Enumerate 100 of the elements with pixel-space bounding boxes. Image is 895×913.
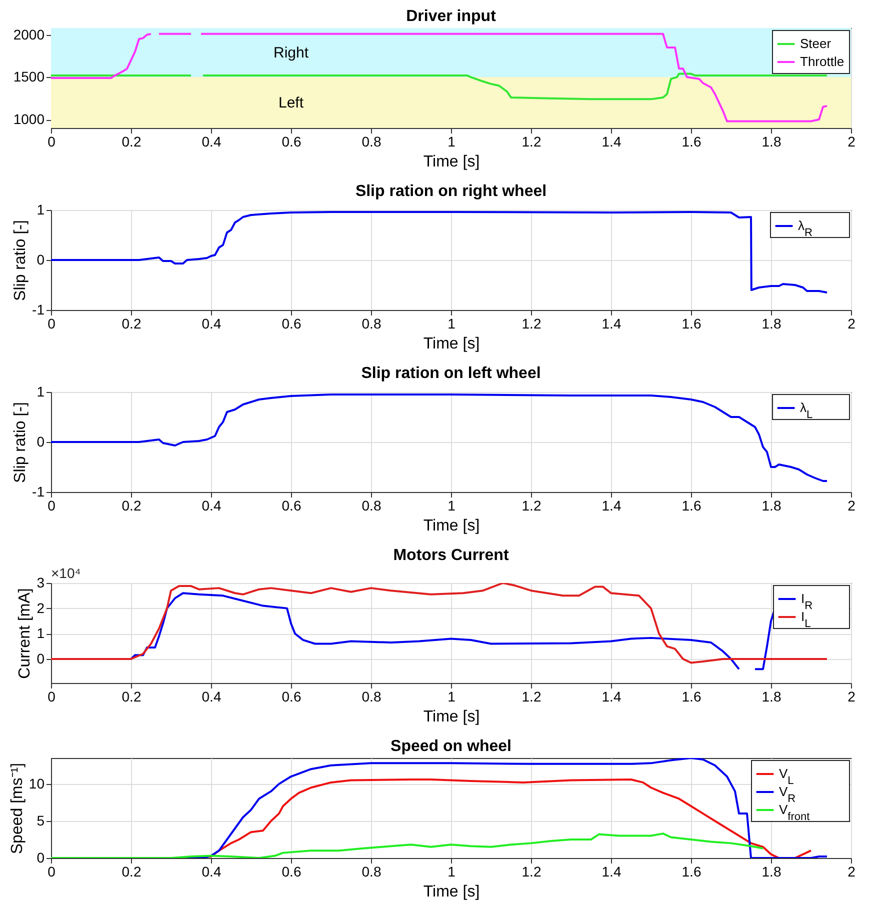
x-tick-label: 0.4 xyxy=(202,864,222,880)
x-tick-label: 0.4 xyxy=(202,134,222,150)
x-tick-label: 0.8 xyxy=(362,498,382,514)
x-tick-label: 1 xyxy=(448,134,456,150)
x-tick-label: 0.2 xyxy=(122,864,142,880)
x-tick-label: 2 xyxy=(848,864,856,880)
x-tick-label: 1.2 xyxy=(522,864,542,880)
x-tick-label: 1.4 xyxy=(602,498,622,514)
text: ×10⁴ xyxy=(51,565,81,581)
x-tick-label: 1.4 xyxy=(602,316,622,332)
x-tick-label: 0.8 xyxy=(362,864,382,880)
x-tick-label: 1.2 xyxy=(522,498,542,514)
line-series xyxy=(51,832,764,858)
x-tick-label: 0.2 xyxy=(122,134,142,150)
x-tick-label: 1.6 xyxy=(682,864,702,880)
x-tick-label: 1.4 xyxy=(602,688,622,704)
x-tick-label: 0.2 xyxy=(122,498,142,514)
legend-label: λ$_{R}$ xyxy=(798,218,812,239)
x-tick-label: 2 xyxy=(848,134,856,150)
legend-label: V$_{front}$ xyxy=(779,802,810,823)
x-tick-label: 1 xyxy=(448,864,456,880)
legend-label: Throttle xyxy=(800,54,844,69)
band-label: Left xyxy=(278,94,304,112)
x-axis-title: Time [s] xyxy=(423,518,480,534)
y-tick-label: 1500 xyxy=(13,68,45,85)
x-tick-label: 0.6 xyxy=(282,688,302,704)
line-series xyxy=(51,211,828,294)
line-series xyxy=(51,394,828,482)
x-tick-label: 1.8 xyxy=(762,316,782,332)
x-tick-label: 0.8 xyxy=(362,688,382,704)
y-tick-label: 1 xyxy=(36,625,45,642)
y-tick-label: 0 xyxy=(36,252,45,268)
x-tick-label: 0.2 xyxy=(122,316,142,332)
x-tick-label: 0.4 xyxy=(202,316,222,332)
band-label: Right xyxy=(273,44,310,62)
x-tick-label: 1.8 xyxy=(762,688,782,704)
x-tick-label: 1.2 xyxy=(522,688,542,704)
y-tick-label: 2000 xyxy=(13,26,45,42)
x-tick-label: 1.8 xyxy=(762,134,782,150)
y-axis-title: Current [mA] xyxy=(16,588,34,679)
x-tick-label: 2 xyxy=(848,498,856,514)
y-axis-title: Slip ratio [-] xyxy=(12,220,30,301)
x-tick-label: 2 xyxy=(848,316,856,332)
x-tick-label: 1.6 xyxy=(682,134,702,150)
x-tick-label: 0.6 xyxy=(282,498,302,514)
x-axis-title: Time [s] xyxy=(423,336,480,352)
x-tick-label: 1.8 xyxy=(762,864,782,880)
legend-label: λ$_{L}$ xyxy=(800,400,813,421)
line-series xyxy=(51,583,828,664)
y-tick-label: 0 xyxy=(36,650,45,666)
x-tick-label: 0 xyxy=(48,498,56,514)
x-tick-label: 0.4 xyxy=(202,688,222,704)
x-tick-label: 1.6 xyxy=(682,688,702,704)
y-axis-title: Slip ratio [-] xyxy=(12,402,30,483)
x-tick-label: 1.6 xyxy=(682,316,702,332)
y-tick-label: 1 xyxy=(36,384,45,400)
x-tick-label: 0 xyxy=(48,864,56,880)
x-tick-label: 0.4 xyxy=(202,498,222,514)
y-tick-label: 1 xyxy=(36,202,45,218)
y-tick-label: 5 xyxy=(36,812,45,828)
y-tick-label: 0 xyxy=(36,434,45,450)
x-axis-title: Time [s] xyxy=(423,708,480,726)
x-tick-label: 1.4 xyxy=(602,864,622,880)
y-tick-label: 3 xyxy=(36,574,45,590)
legend-label: I$_{R}$ xyxy=(801,591,813,612)
x-tick-label: 1 xyxy=(448,688,456,704)
legend-label: Steer xyxy=(800,36,832,51)
x-tick-label: 1 xyxy=(448,498,456,514)
x-tick-label: 0 xyxy=(48,134,56,150)
x-tick-label: 0.8 xyxy=(362,316,382,332)
legend-label: I$_{L}$ xyxy=(801,609,811,630)
y-tick-label: -1 xyxy=(32,302,45,318)
x-tick-label: 0 xyxy=(48,688,56,704)
y-tick-label: 0 xyxy=(36,850,45,866)
y-tick-label: -1 xyxy=(32,484,45,500)
chart-title: Slip ration on right wheel xyxy=(355,183,547,200)
y-axis-title: Speed [ms⁻¹] xyxy=(8,762,26,854)
x-axis-title: Time [s] xyxy=(423,884,480,900)
y-tick-label: 1000 xyxy=(13,111,45,128)
chart-title: Driver input xyxy=(406,8,497,25)
x-tick-label: 0.8 xyxy=(362,134,382,150)
x-tick-label: 0.6 xyxy=(282,134,302,150)
x-tick-label: 1 xyxy=(448,316,456,332)
chart-title: Speed on wheel xyxy=(390,738,512,755)
legend-label: V$_{L}$ xyxy=(779,766,794,787)
x-tick-label: 1.2 xyxy=(522,134,542,150)
y-tick-label: 10 xyxy=(28,775,45,792)
x-tick-label: 1.8 xyxy=(762,498,782,514)
x-tick-label: 1.4 xyxy=(602,134,622,150)
chart-title: Slip ration on left wheel xyxy=(361,365,541,382)
x-tick-label: 0.6 xyxy=(282,864,302,880)
x-tick-label: 1.2 xyxy=(522,316,542,332)
x-tick-label: 0.2 xyxy=(122,688,142,704)
x-tick-label: 2 xyxy=(848,688,856,704)
y-tick-label: 2 xyxy=(36,600,45,616)
x-axis-title: Time [s] xyxy=(423,154,480,170)
x-tick-label: 0.6 xyxy=(282,316,302,332)
legend-label: V$_{R}$ xyxy=(779,784,796,805)
x-tick-label: 1.6 xyxy=(682,498,702,514)
chart-title: Motors Current xyxy=(393,547,510,564)
